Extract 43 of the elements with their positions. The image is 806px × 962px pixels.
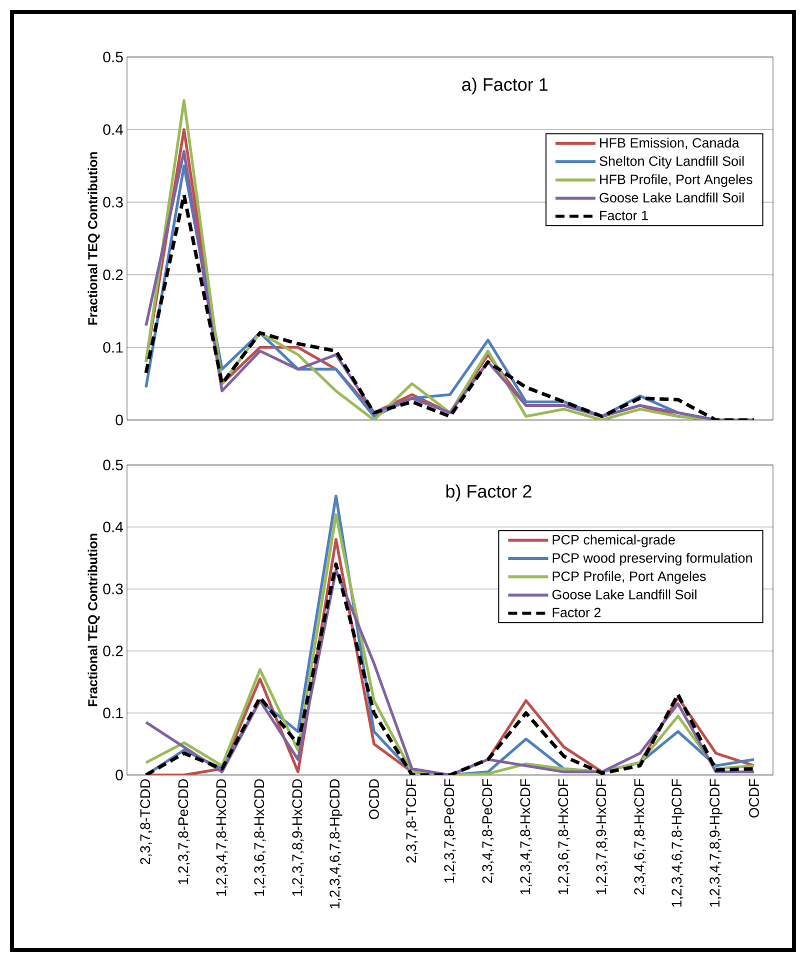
legend-label: Factor 1 — [600, 210, 648, 220]
y-axis-title: Fractional TEQ Contribution — [88, 534, 100, 706]
x-tick-label: 1,2,3,4,7,8-HxCDF — [520, 779, 532, 894]
x-tick-label: 1,2,3,6,7,8-HxCDF — [558, 779, 570, 894]
legend-label: PCP Profile, Port Angeles — [552, 571, 706, 584]
x-tick-label: 1,2,3,4,6,7,8-HpCDF — [672, 779, 684, 907]
x-tick-label: 1,2,3,7,8,9-HxCDD — [292, 779, 304, 896]
y-tick-label: 0 — [116, 414, 123, 426]
x-tick-label: 2,3,4,6,7,8-HxCDF — [634, 779, 646, 895]
y-tick-label: 0.4 — [103, 124, 124, 135]
y-tick-label: 0.3 — [103, 584, 123, 594]
x-tick-label: 2,3,7,8-TCDD — [140, 779, 152, 864]
x-tick-label: 1,2,3,6,7,8-HxCDD — [254, 779, 266, 896]
y-axis-title: Fractional TEQ Contribution — [88, 152, 100, 325]
y-tick-label: 0.5 — [103, 52, 123, 62]
legend-label: HFB Profile, Port Angeles — [600, 174, 752, 187]
x-tick-label: 1,2,3,7,8,9-HxCDF — [596, 779, 608, 894]
y-tick-label: 0.4 — [103, 522, 124, 532]
y-tick-label: 0.5 — [103, 460, 123, 470]
x-tick-label: 1,2,3,4,7,8,9-HpCDF — [710, 779, 722, 907]
legend-label: Goose Lake Landfill Soil — [552, 589, 696, 600]
legend-label: PCP chemical-grade — [552, 534, 675, 548]
y-tick-label: 0.3 — [103, 196, 123, 208]
x-tick-label: 2,3,4,7,8-PeCDF — [482, 779, 494, 883]
y-tick-label: 0.2 — [103, 269, 123, 280]
legend-label: Factor 2 — [552, 608, 601, 618]
y-tick-label: 0.1 — [103, 342, 123, 353]
y-tick-label: 0.1 — [103, 708, 123, 718]
text: a) Factor 1 — [462, 78, 548, 94]
legend-label: Shelton City Landfill Soil — [600, 156, 744, 169]
legend-label: Goose Lake Landfill Soil — [600, 192, 744, 202]
x-tick-label: 2,3,7,8-TCDF — [406, 779, 418, 863]
x-tick-label: OCDD — [369, 779, 379, 820]
legend-label: HFB Emission, Canada — [600, 138, 740, 150]
x-tick-label: 1,2,3,4,6,7,8-HpCDD — [330, 779, 342, 908]
legend-label: PCP wood preserving formulation — [552, 552, 752, 566]
y-tick-label: 0.2 — [103, 646, 123, 656]
x-tick-label: 1,2,3,4,7,8-HxCDD — [216, 779, 228, 896]
y-tick-label: 0 — [116, 770, 123, 780]
x-tick-label: OCDF — [749, 779, 759, 818]
x-tick-label: 1,2,3,7,8-PeCDF — [444, 779, 456, 883]
text: b) Factor 2 — [446, 484, 532, 502]
x-tick-label: 1,2,3,7,8-PeCDD — [178, 779, 190, 884]
